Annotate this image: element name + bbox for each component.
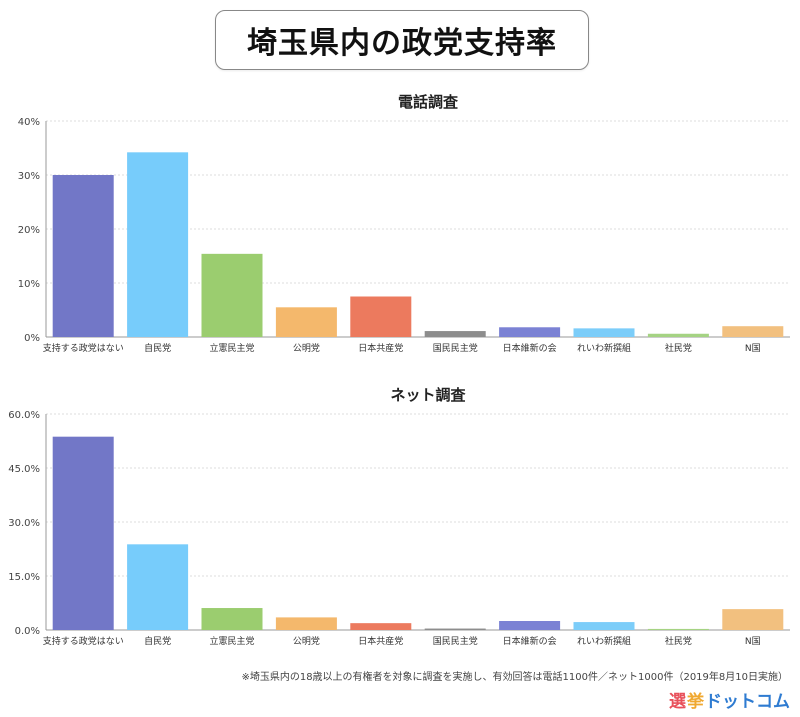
x-tick-label: 国民民主党 — [433, 342, 478, 354]
y-tick-label: 0% — [24, 333, 40, 344]
x-tick-label: 自民党 — [144, 342, 171, 354]
bar-0 — [52, 175, 114, 337]
x-tick-label: 社民党 — [665, 342, 692, 354]
x-tick-label: 公明党 — [293, 635, 320, 647]
footnote: ※埼玉県内の18歳以上の有権者を対象に調査を実施し、有効回答は電話1100件／ネ… — [241, 672, 788, 683]
bar-2 — [201, 253, 263, 337]
bar-3 — [275, 307, 337, 337]
page-title: 埼玉県内の政党支持率 — [215, 10, 589, 70]
bar-4 — [350, 623, 412, 630]
x-tick-label: れいわ新撰組 — [577, 342, 631, 354]
bar-5 — [424, 628, 486, 630]
chart-net-survey: ネット調査 0.0% 15.0% 30.0% 45.0% 60.0% 支持する政党はない 自民… — [8, 386, 790, 647]
x-tick-label: れいわ新撰組 — [577, 635, 631, 647]
x-tick-label: 社民党 — [665, 635, 692, 647]
y-tick-label: 30.0% — [8, 518, 40, 529]
brand-logo: 選 挙 ドットコム — [669, 686, 790, 712]
bar-6 — [499, 621, 561, 630]
x-tick-label: 立憲民主党 — [209, 342, 254, 354]
bar-3 — [275, 617, 337, 630]
brand-part3: ドットコム — [705, 691, 790, 712]
x-tick-label: 支持する政党はない — [43, 342, 124, 354]
y-tick-label: 30% — [18, 171, 40, 182]
bar-0 — [52, 436, 114, 630]
y-tick-label: 15.0% — [8, 572, 40, 583]
bar-9 — [722, 609, 784, 630]
x-tick-label: 支持する政党はない — [43, 635, 124, 647]
chart-phone-survey: 電話調査 0% 10% 20% 30% 40% 支持する政党はない 自民党 立憲民主党 公明党 日本… — [18, 93, 790, 354]
brand-part2: 挙 — [687, 691, 704, 712]
chart-title: ネット調査 — [390, 386, 466, 404]
brand-part1: 選 — [669, 691, 686, 712]
y-tick-label: 0.0% — [15, 626, 40, 637]
bar-8 — [647, 333, 709, 337]
bar-5 — [424, 331, 486, 337]
bar-4 — [350, 296, 412, 337]
bar-6 — [499, 327, 561, 337]
y-tick-label: 40% — [18, 117, 40, 128]
x-tick-label: 立憲民主党 — [209, 635, 254, 647]
y-tick-label: 45.0% — [8, 464, 40, 475]
x-tick-label: 自民党 — [144, 635, 171, 647]
x-tick-label: 日本共産党 — [358, 635, 403, 647]
bar-7 — [573, 622, 635, 630]
x-tick-label: 公明党 — [293, 342, 320, 354]
x-tick-label: N国 — [745, 343, 761, 354]
bar-7 — [573, 328, 635, 337]
y-tick-label: 20% — [18, 225, 40, 236]
bar-1 — [127, 152, 189, 337]
chart-title: 電話調査 — [398, 93, 459, 111]
x-tick-label: N国 — [745, 636, 761, 647]
x-tick-label: 日本維新の会 — [503, 342, 557, 354]
bar-2 — [201, 608, 263, 630]
x-tick-label: 国民民主党 — [433, 635, 478, 647]
bar-1 — [127, 544, 189, 630]
x-tick-label: 日本共産党 — [358, 342, 403, 354]
x-tick-label: 日本維新の会 — [503, 635, 557, 647]
bar-9 — [722, 326, 784, 337]
y-tick-label: 60.0% — [8, 410, 40, 421]
bar-8 — [647, 628, 709, 630]
y-tick-label: 10% — [18, 279, 40, 290]
